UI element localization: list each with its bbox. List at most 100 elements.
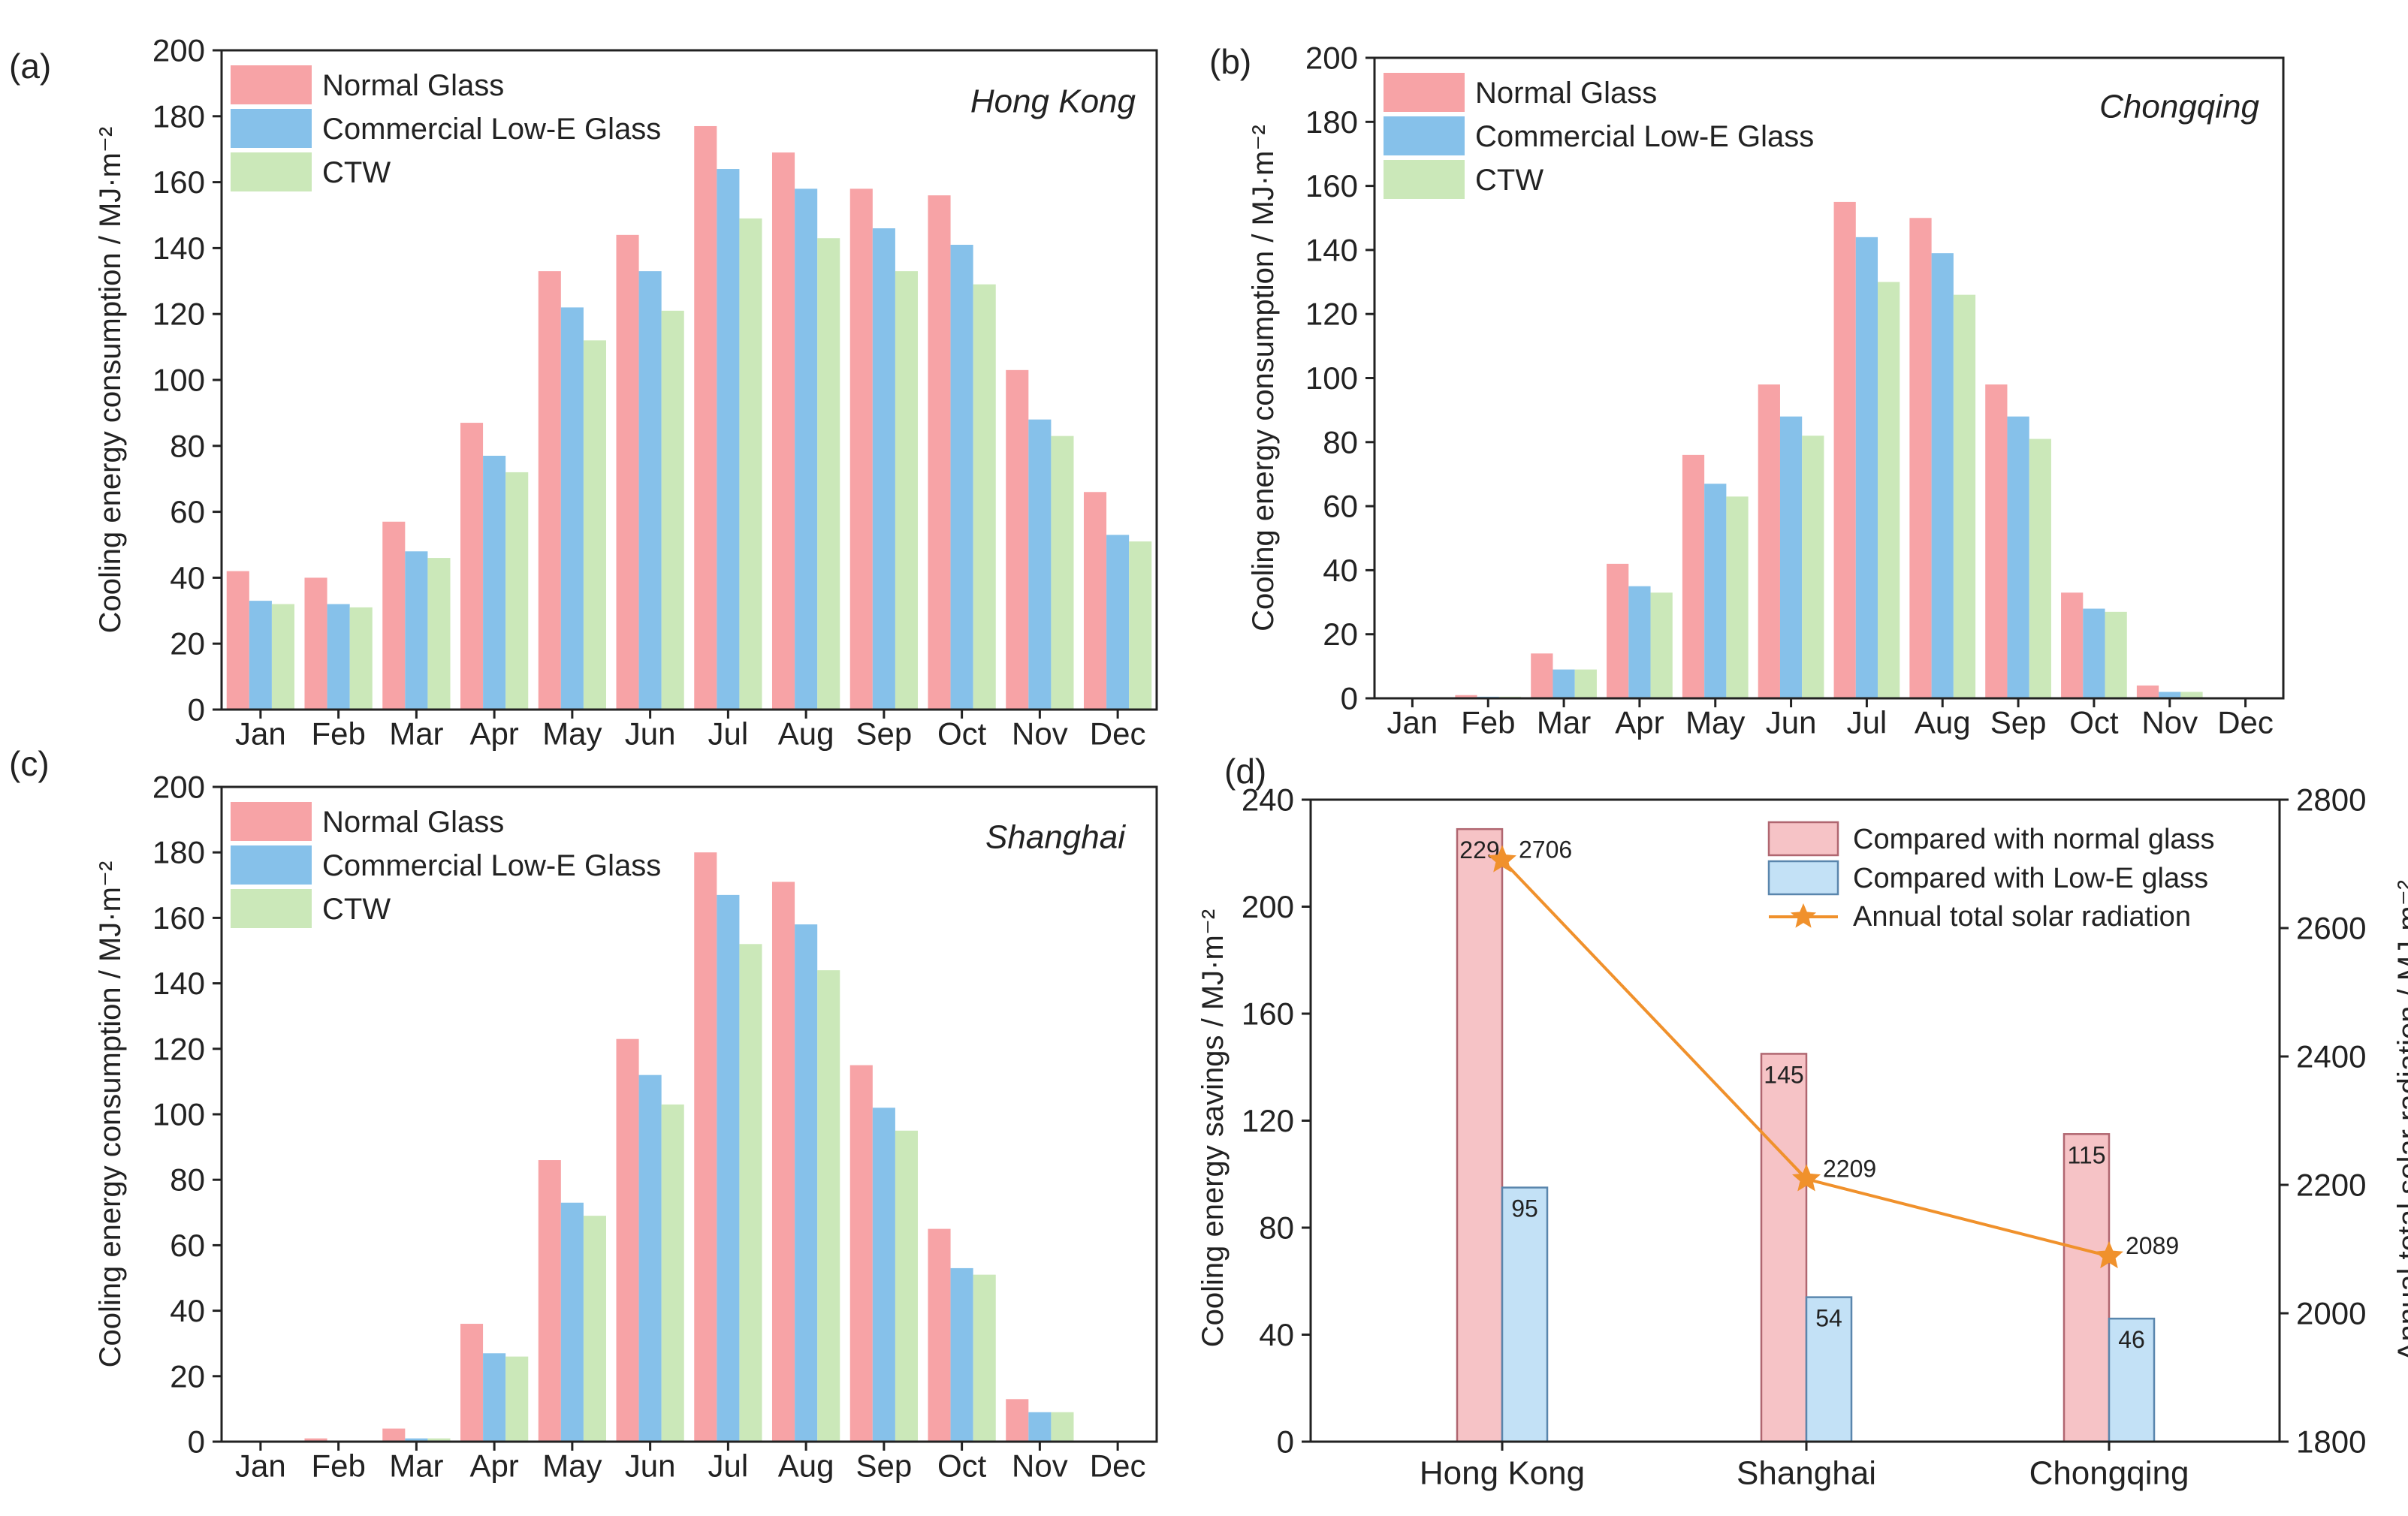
bar-ctw-jun bbox=[661, 1104, 684, 1442]
bar-commercial-low-e-glass-aug bbox=[795, 188, 818, 710]
bar-normal-glass-may bbox=[538, 271, 561, 710]
x-tick-label: Jun bbox=[625, 1448, 676, 1484]
city-label: Hong Kong bbox=[970, 83, 1136, 120]
bar-normal-glass-jul bbox=[694, 852, 717, 1442]
x-tick-label: Sep bbox=[856, 1448, 913, 1484]
y-tick-label: 140 bbox=[1305, 232, 1358, 267]
y-tick-label: 200 bbox=[1242, 889, 1294, 924]
x-tick-label: Feb bbox=[311, 716, 365, 752]
plot-frame bbox=[1373, 56, 2285, 700]
x-tick-label: Jul bbox=[1847, 705, 1887, 740]
bar-commercial-low-e-glass-sep bbox=[872, 1108, 895, 1442]
bar-normal-glass-may bbox=[1682, 454, 1705, 698]
y-axis-label: Cooling energy savings / MJ·m⁻² bbox=[1196, 909, 1230, 1348]
y-tick-label: 80 bbox=[1323, 424, 1358, 460]
bar-value-label: 54 bbox=[1815, 1305, 1842, 1332]
bar-normal-glass-aug bbox=[771, 152, 795, 710]
x-tick-label: Jun bbox=[625, 716, 676, 752]
y-tick-label: 160 bbox=[152, 900, 205, 936]
x-tick-label: May bbox=[542, 716, 602, 752]
bar-ctw-jul bbox=[1878, 282, 1900, 698]
y-tick-label: 80 bbox=[170, 428, 205, 463]
x-tick-label: Sep bbox=[856, 716, 913, 752]
bar-commercial-low-e-glass-oct bbox=[950, 1267, 973, 1442]
bar-commercial-low-e-glass-mar bbox=[405, 1438, 428, 1442]
solar-value-label: 2209 bbox=[1823, 1155, 1876, 1182]
legend-swatch-compared-with-normal-glass bbox=[1767, 821, 1839, 857]
solar-value-label: 2089 bbox=[2126, 1232, 2179, 1259]
bar-commercial-low-e-glass-jun bbox=[638, 1074, 662, 1442]
y-tick-label: 80 bbox=[170, 1162, 205, 1198]
x-tick-label: Aug bbox=[778, 1448, 834, 1484]
legend-label: Normal Glass bbox=[322, 806, 504, 839]
x-tick-label: Nov bbox=[1012, 716, 1068, 752]
bar-ctw-nov bbox=[1051, 436, 1074, 710]
bar-value-label: 145 bbox=[1764, 1061, 1803, 1088]
panel-label: (a) bbox=[9, 47, 51, 86]
panel-label: (c) bbox=[9, 744, 50, 783]
y-tick-label: 40 bbox=[170, 1293, 205, 1328]
panel-label: (d) bbox=[1224, 752, 1266, 791]
bar-commercial-low-e-glass-sep bbox=[2007, 416, 2029, 698]
bar-ctw-apr bbox=[505, 1356, 529, 1442]
y-tick-label: 0 bbox=[1277, 1424, 1294, 1460]
legend-label: Normal Glass bbox=[1475, 77, 1657, 110]
bar-commercial-low-e-glass-nov bbox=[1028, 419, 1052, 710]
y-tick-label: 100 bbox=[152, 363, 205, 398]
y-axis-label: Cooling energy consumption / MJ·m⁻² bbox=[1247, 125, 1280, 631]
bar-ctw-jun bbox=[1802, 436, 1824, 698]
x-tick-label: Jan bbox=[235, 1448, 286, 1484]
bar-ctw-jun bbox=[661, 310, 684, 710]
bar-ctw-sep bbox=[895, 271, 919, 710]
bar-commercial-low-e-glass-apr bbox=[1628, 586, 1651, 698]
x-tick-label: Aug bbox=[1915, 705, 1971, 740]
y-tick-label: 40 bbox=[1323, 553, 1358, 588]
legend-label: CTW bbox=[322, 156, 391, 189]
y-tick-label: 20 bbox=[170, 626, 205, 662]
y-tick-label: 60 bbox=[1323, 489, 1358, 524]
bar-ctw-sep bbox=[2029, 439, 2051, 698]
legend-swatch-ctw bbox=[231, 889, 312, 928]
y-tick-label: 0 bbox=[188, 692, 205, 728]
y2-tick-label: 1800 bbox=[2296, 1424, 2366, 1460]
x-tick-label: Chongqing bbox=[2029, 1455, 2189, 1492]
bar-commercial-low-e-glass-aug bbox=[795, 924, 818, 1442]
legend-label: Annual total solar radiation bbox=[1853, 901, 2191, 933]
bar-commercial-low-e-glass-may bbox=[1704, 484, 1727, 698]
x-tick-label: Mar bbox=[389, 1448, 443, 1484]
y-tick-label: 240 bbox=[1242, 782, 1294, 818]
legend-label: Normal Glass bbox=[322, 69, 504, 102]
legend-swatch-normal-glass bbox=[231, 65, 312, 104]
x-tick-label: Oct bbox=[2069, 705, 2119, 740]
legend-swatch-commercial-low-e-glass bbox=[231, 109, 312, 148]
bar-normal-glass-mar bbox=[1531, 653, 1553, 698]
x-tick-label: Jul bbox=[708, 716, 749, 752]
bar-ctw-nov bbox=[1051, 1412, 1074, 1442]
x-tick-label: May bbox=[542, 1448, 602, 1484]
city-label: Shanghai bbox=[985, 819, 1126, 856]
bar-ctw-mar bbox=[1574, 669, 1597, 698]
bar-compared-with-normal-glass-chongqing bbox=[2062, 1133, 2111, 1443]
solar-radiation-point-hong-kong bbox=[1488, 845, 1516, 873]
solar-radiation-point-shanghai bbox=[1792, 1164, 1821, 1192]
bar-commercial-low-e-glass-mar bbox=[1553, 669, 1575, 698]
bar-ctw-apr bbox=[1650, 592, 1673, 698]
bar-ctw-mar bbox=[427, 1438, 451, 1442]
x-tick-label: Hong Kong bbox=[1420, 1455, 1585, 1492]
legend-swatch-commercial-low-e-glass bbox=[231, 845, 312, 885]
bar-ctw-feb bbox=[349, 607, 373, 710]
panel-chongqing: 0 20 40 60 80 100 120 140 160 180 200 Jan Feb Mar Apr M… bbox=[1209, 41, 2285, 740]
legend-swatch-compared-with-low-e-glass bbox=[1767, 860, 1839, 896]
bar-normal-glass-jan bbox=[226, 571, 249, 710]
bar-value-label: 115 bbox=[2067, 1141, 2105, 1168]
x-tick-label: Dec bbox=[2217, 705, 2274, 740]
bar-normal-glass-jul bbox=[1833, 201, 1856, 698]
y2-tick-label: 2600 bbox=[2296, 911, 2366, 946]
bar-ctw-oct bbox=[973, 1274, 996, 1442]
x-tick-label: Apr bbox=[469, 716, 518, 752]
bar-commercial-low-e-glass-jul bbox=[1855, 237, 1878, 699]
x-tick-label: May bbox=[1685, 705, 1745, 740]
y-tick-label: 160 bbox=[1242, 996, 1294, 1032]
bar-normal-glass-jul bbox=[694, 125, 717, 710]
y-tick-label: 180 bbox=[152, 835, 205, 870]
